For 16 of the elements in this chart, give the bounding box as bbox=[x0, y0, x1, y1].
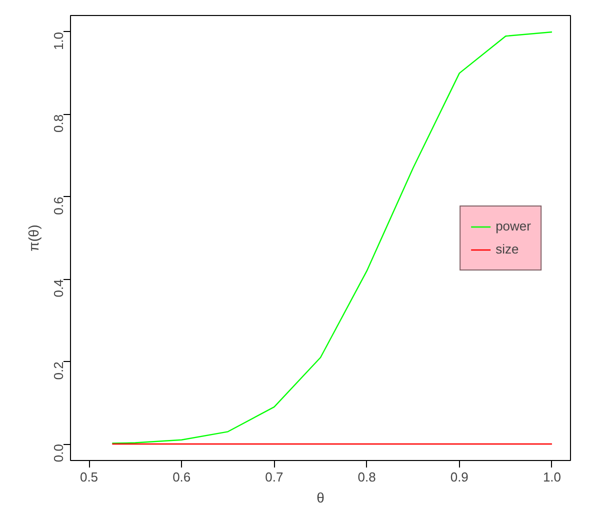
y-tick-label: 0.8 bbox=[51, 114, 66, 132]
legend-label: power bbox=[496, 218, 531, 234]
y-tick-label: 0.4 bbox=[51, 279, 66, 298]
x-tick-label: 1.0 bbox=[542, 470, 562, 484]
x-tick-label: 0.9 bbox=[450, 470, 468, 484]
x-tick-label: 0.7 bbox=[265, 470, 284, 484]
y-tick-label: 0.6 bbox=[51, 196, 66, 215]
legend-label: size bbox=[496, 242, 519, 256]
x-tick-label: 0.6 bbox=[172, 470, 191, 484]
y-tick-label: 1.0 bbox=[51, 32, 66, 50]
x-tick-label: 0.5 bbox=[80, 470, 98, 484]
y-tick-label: 0.2 bbox=[51, 362, 66, 380]
y-tick-label: 0.0 bbox=[51, 444, 66, 462]
x-tick-label: 0.8 bbox=[358, 470, 376, 484]
x-axis-title: θ bbox=[316, 490, 325, 506]
y-axis-title: π(θ) bbox=[26, 224, 42, 252]
